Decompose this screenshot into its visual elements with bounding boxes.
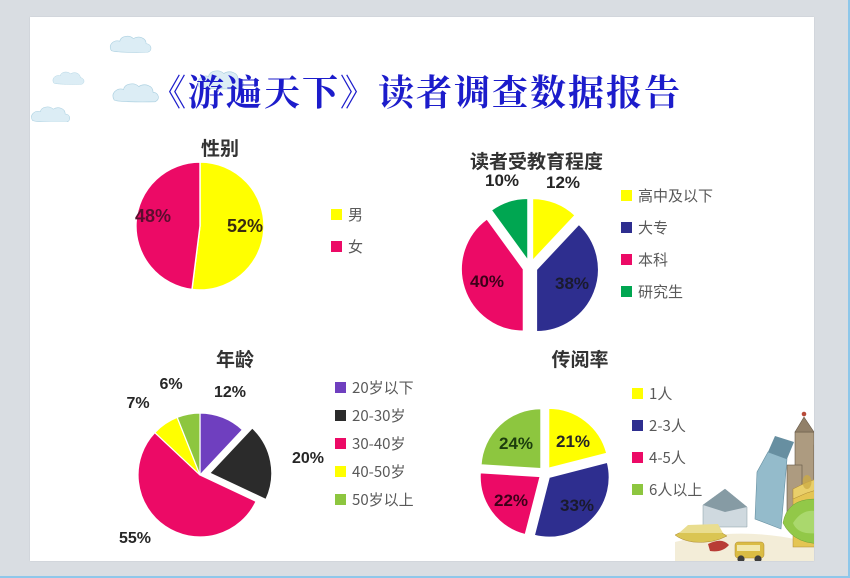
svg-text:38%: 38% xyxy=(555,274,589,293)
svg-text:21%: 21% xyxy=(556,432,590,451)
svg-text:22%: 22% xyxy=(494,491,528,510)
svg-text:33%: 33% xyxy=(560,496,594,515)
svg-text:12%: 12% xyxy=(546,173,580,192)
svg-text:7%: 7% xyxy=(126,395,149,412)
svg-text:40%: 40% xyxy=(470,272,504,291)
svg-text:6%: 6% xyxy=(159,376,182,393)
svg-text:10%: 10% xyxy=(485,172,519,190)
svg-text:55%: 55% xyxy=(119,530,151,547)
svg-text:12%: 12% xyxy=(214,384,246,401)
svg-text:48%: 48% xyxy=(135,206,171,226)
svg-text:20%: 20% xyxy=(292,450,324,467)
svg-text:24%: 24% xyxy=(499,434,533,453)
svg-text:52%: 52% xyxy=(227,216,263,236)
